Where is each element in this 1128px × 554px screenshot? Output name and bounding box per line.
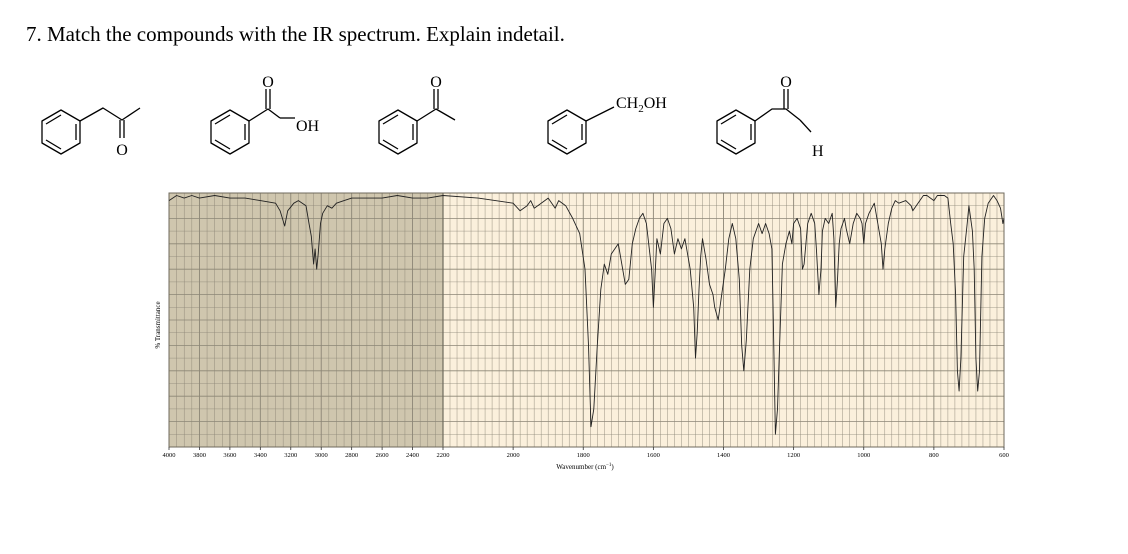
x-tick-label: 3800 xyxy=(193,452,206,459)
compound-1-oxygen-label: O xyxy=(116,142,128,159)
x-tick-label: 3400 xyxy=(254,452,267,459)
x-tick-label: 4000 xyxy=(163,452,176,459)
x-axis-label: Wavenumber (cm−1) xyxy=(556,463,614,471)
x-tick-label: 3000 xyxy=(315,452,328,459)
transmittance-line xyxy=(168,195,1005,435)
x-tick-label: 1200 xyxy=(787,452,800,459)
x-tick-label: 2400 xyxy=(406,452,419,459)
x-tick-label: 1600 xyxy=(647,452,660,459)
x-axis-ticks: 4000 3800 3600 3400 3200 3000 2800 2600 2400 2200… xyxy=(163,447,1009,459)
x-tick-label: 1000 xyxy=(857,452,870,459)
compound-3-acetophenone xyxy=(378,89,456,155)
compound-3-oxygen-label: O xyxy=(430,74,442,91)
transmittance-trace xyxy=(168,195,1005,435)
ir-spectrum-chart: 4000 3800 3600 3400 3200 3000 2800 2600 2400 2200… xyxy=(154,192,1009,471)
plot-grid xyxy=(168,192,1005,448)
x-tick-label: 3600 xyxy=(223,452,236,459)
compound-5-oxygen-label: O xyxy=(780,74,792,91)
compound-2-oxygen-label: O xyxy=(262,74,274,91)
question-text: 7. Match the compounds with the IR spect… xyxy=(26,22,565,46)
y-axis-label: % Transmittance xyxy=(154,301,162,348)
compound-5-hydrogen-label: H xyxy=(812,143,824,160)
x-tick-label: 800 xyxy=(929,452,939,459)
compound-1-phenylacetone xyxy=(41,107,141,155)
x-tick-label: 600 xyxy=(999,452,1009,459)
compound-4-ch2oh-label: CH2OH xyxy=(616,95,667,115)
x-tick-label: 2000 xyxy=(507,452,520,459)
compound-2-hydroxyl-label: OH xyxy=(296,118,320,135)
x-tick-label: 1800 xyxy=(577,452,590,459)
compound-2-phenylacetic-acid xyxy=(210,89,295,155)
x-tick-label: 1400 xyxy=(717,452,730,459)
compound-5-phenylacetaldehyde xyxy=(716,89,812,155)
compound-4-benzyl-alcohol xyxy=(547,106,615,155)
x-tick-label: 2600 xyxy=(376,452,389,459)
compound-structures: O O OH O CH2OH O H xyxy=(41,74,824,160)
x-tick-label: 2200 xyxy=(437,452,450,459)
x-tick-label: 2800 xyxy=(345,452,358,459)
x-tick-label: 3200 xyxy=(284,452,297,459)
plot-frame xyxy=(168,192,1005,448)
